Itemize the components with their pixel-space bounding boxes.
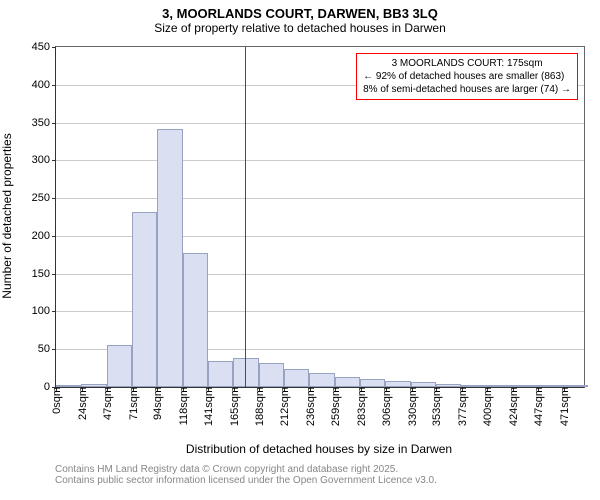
histogram-bar bbox=[107, 345, 132, 387]
annotation-line: 8% of semi-detached houses are larger (7… bbox=[363, 83, 571, 96]
chart-subtitle: Size of property relative to detached ho… bbox=[0, 21, 600, 35]
y-tick-label: 300 bbox=[32, 154, 56, 166]
x-tick-label: 400sqm bbox=[480, 387, 494, 426]
histogram-bar bbox=[233, 358, 258, 387]
footer-line1: Contains HM Land Registry data © Crown c… bbox=[55, 464, 437, 475]
chart-title: 3, MOORLANDS COURT, DARWEN, BB3 3LQ bbox=[0, 0, 600, 21]
histogram-bar bbox=[562, 385, 587, 387]
y-tick-label: 250 bbox=[32, 192, 56, 204]
histogram-bar bbox=[309, 373, 334, 387]
footer-line2: Contains public sector information licen… bbox=[55, 475, 437, 486]
y-tick-label: 150 bbox=[32, 268, 56, 280]
histogram-bar bbox=[512, 385, 537, 387]
histogram-bar bbox=[132, 212, 157, 387]
x-tick-label: 212sqm bbox=[277, 387, 291, 426]
histogram-bar bbox=[56, 385, 81, 387]
x-tick-label: 165sqm bbox=[227, 387, 241, 426]
x-tick-label: 447sqm bbox=[531, 387, 545, 426]
histogram-bar bbox=[335, 377, 360, 387]
y-tick-label: 50 bbox=[38, 343, 56, 355]
plot-area: 0501001502002503003504004500sqm24sqm47sq… bbox=[55, 46, 585, 388]
reference-line bbox=[245, 47, 246, 387]
gridline bbox=[56, 198, 584, 199]
x-tick-label: 424sqm bbox=[506, 387, 520, 426]
x-tick-label: 0sqm bbox=[49, 387, 63, 414]
histogram-bar bbox=[385, 381, 410, 387]
x-axis-label: Distribution of detached houses by size … bbox=[55, 442, 583, 456]
x-tick-label: 47sqm bbox=[100, 387, 114, 420]
x-tick-label: 141sqm bbox=[201, 387, 215, 426]
histogram-bar bbox=[537, 385, 562, 387]
histogram-bar bbox=[157, 129, 182, 387]
histogram-bar bbox=[81, 384, 106, 387]
annotation-line: 3 MOORLANDS COURT: 175sqm bbox=[363, 57, 571, 70]
histogram-bar bbox=[436, 384, 461, 387]
histogram-bar bbox=[183, 253, 208, 387]
y-axis-label: Number of detached properties bbox=[0, 133, 14, 298]
histogram-bar bbox=[259, 363, 284, 387]
histogram-bar bbox=[284, 369, 309, 387]
y-tick-label: 100 bbox=[32, 305, 56, 317]
annotation-line: ← 92% of detached houses are smaller (86… bbox=[363, 70, 571, 83]
y-tick-label: 400 bbox=[32, 79, 56, 91]
annotation-box: 3 MOORLANDS COURT: 175sqm← 92% of detach… bbox=[356, 53, 578, 100]
histogram-bar bbox=[461, 385, 486, 387]
x-tick-label: 24sqm bbox=[75, 387, 89, 420]
x-tick-label: 236sqm bbox=[303, 387, 317, 426]
y-tick-label: 350 bbox=[32, 117, 56, 129]
y-tick-label: 200 bbox=[32, 230, 56, 242]
gridline bbox=[56, 123, 584, 124]
x-tick-label: 94sqm bbox=[150, 387, 164, 420]
x-tick-label: 118sqm bbox=[176, 387, 190, 425]
gridline bbox=[56, 160, 584, 161]
x-tick-label: 377sqm bbox=[455, 387, 469, 426]
x-tick-label: 188sqm bbox=[252, 387, 266, 426]
x-tick-label: 353sqm bbox=[429, 387, 443, 426]
histogram-bar bbox=[486, 385, 511, 387]
x-tick-label: 471sqm bbox=[557, 387, 571, 426]
x-tick-label: 283sqm bbox=[354, 387, 368, 426]
footer-note: Contains HM Land Registry data © Crown c… bbox=[55, 464, 437, 486]
y-tick-label: 450 bbox=[32, 41, 56, 53]
histogram-bar bbox=[360, 379, 385, 387]
chart-container: 3, MOORLANDS COURT, DARWEN, BB3 3LQ Size… bbox=[0, 0, 600, 500]
x-tick-label: 259sqm bbox=[328, 387, 342, 426]
x-tick-label: 330sqm bbox=[405, 387, 419, 426]
x-tick-label: 71sqm bbox=[126, 387, 140, 420]
histogram-bar bbox=[208, 361, 233, 387]
histogram-bar bbox=[411, 382, 436, 387]
x-tick-label: 306sqm bbox=[379, 387, 393, 426]
